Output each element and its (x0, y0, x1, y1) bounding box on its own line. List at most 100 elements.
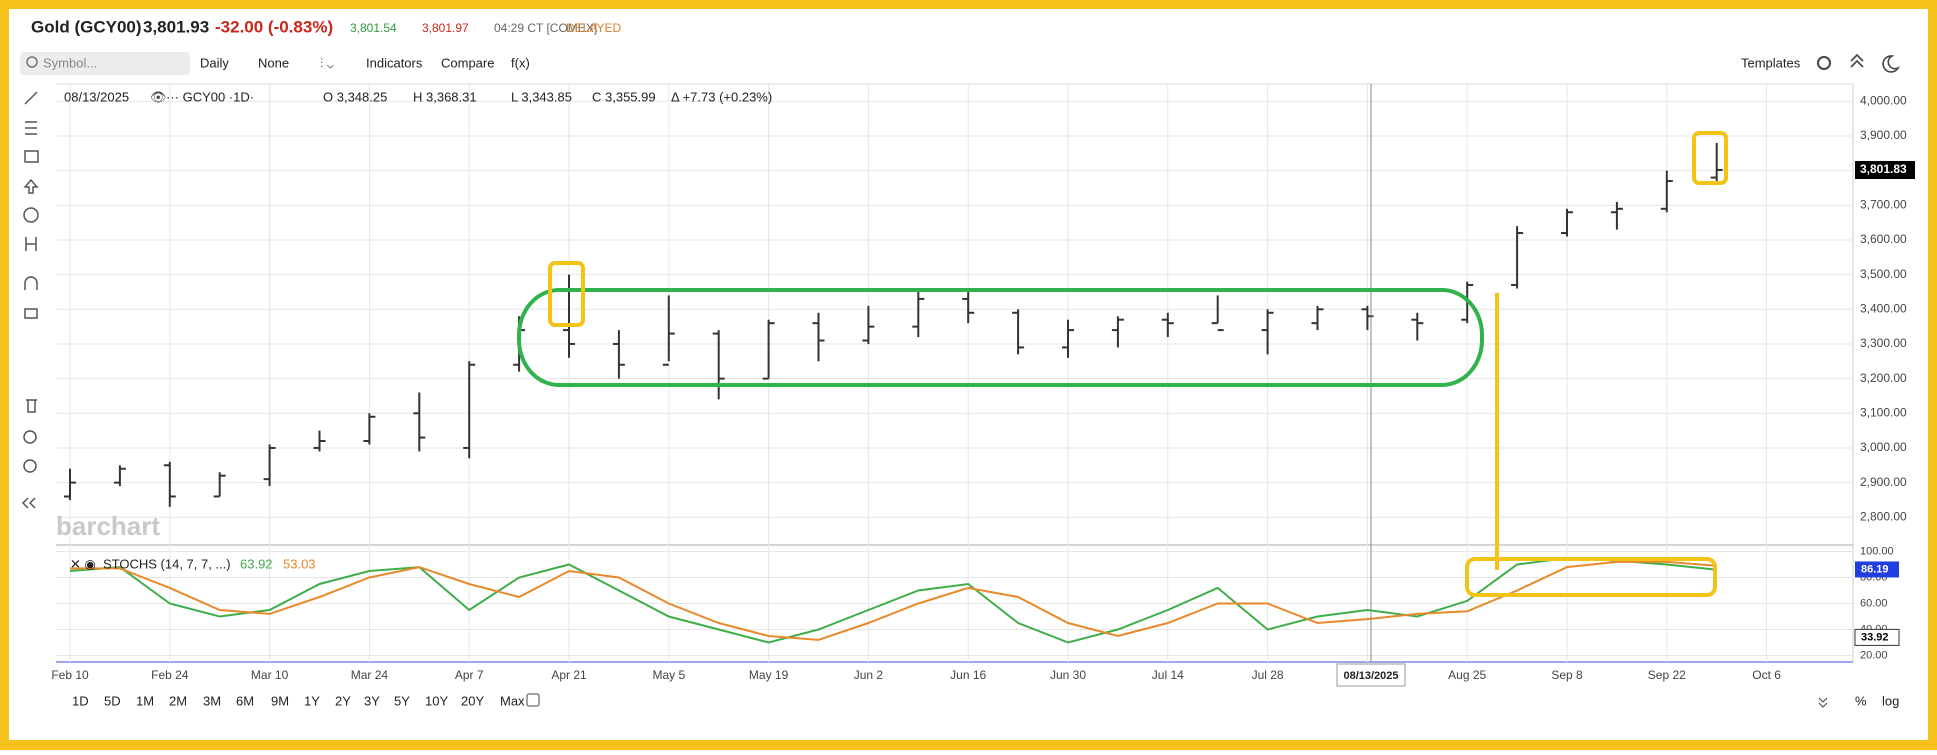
x-tick-label: Oct 6 (1752, 668, 1781, 682)
stoch-d-readout: 53.03 (283, 556, 316, 571)
scale-option[interactable]: log (1882, 693, 1899, 708)
legend-item: L 3,343.85 (511, 89, 572, 104)
x-tick-label: Mar 24 (351, 668, 389, 682)
range-button[interactable]: 1M (136, 693, 154, 708)
y-tick-label: 3,400.00 (1860, 301, 1907, 315)
y-tick-label: 4,000.00 (1860, 94, 1907, 108)
compare-button[interactable]: Compare (441, 55, 494, 70)
x-tick-label: Sep 22 (1648, 668, 1686, 682)
fx-button[interactable]: f(x) (511, 55, 530, 70)
range-button[interactable]: 9M (271, 693, 289, 708)
watermark: barchart (56, 511, 160, 541)
measure-tool[interactable] (25, 237, 37, 251)
range-button[interactable]: 5Y (394, 693, 410, 708)
indicator-badge (1854, 628, 1900, 646)
annotations (517, 131, 1728, 597)
search-icon (26, 56, 38, 68)
x-tick-label: Feb 24 (151, 668, 189, 682)
stoch-title: STOCHS (14, 7, 7, ...) (103, 556, 231, 571)
range-button[interactable]: 6M (236, 693, 254, 708)
x-tick-label: Aug 25 (1448, 668, 1486, 682)
range-button[interactable]: 2Y (335, 693, 351, 708)
legend-date: 08/13/2025 (64, 89, 129, 104)
y-tick-label: 3,500.00 (1860, 267, 1907, 281)
theme-icon[interactable] (1882, 55, 1901, 73)
y-tick-label: 60.00 (1860, 597, 1888, 609)
crosshair-label-box (1336, 663, 1406, 687)
range-button[interactable]: 2M (169, 693, 187, 708)
last-price: 3,801.93 (143, 17, 209, 36)
legend-item: H 3,368.31 (413, 89, 477, 104)
range-button[interactable]: 3M (203, 693, 221, 708)
range-button[interactable]: 3Y (364, 693, 380, 708)
y-tick-label: 3,300.00 (1860, 336, 1907, 350)
range-button[interactable]: 1Y (304, 693, 320, 708)
arrow-tool[interactable] (23, 178, 39, 194)
overlay-menu[interactable]: None (258, 55, 289, 70)
range-button[interactable]: Max (500, 693, 525, 708)
delayed-status: DELAYED (566, 21, 621, 35)
y-tick-label: 3,200.00 (1860, 371, 1907, 385)
y-tick-label: 3,000.00 (1860, 440, 1907, 454)
y-tick-label: 2,900.00 (1860, 475, 1907, 489)
delete-tool[interactable] (26, 399, 37, 413)
zoom-out-tool[interactable] (23, 459, 37, 473)
x-tick-label: Jun 2 (854, 668, 884, 682)
chart-type-menu[interactable]: ⫶ ⌄ (320, 55, 334, 70)
zoom-in-tool[interactable] (23, 430, 37, 444)
last-price-label: 3,801.83 (1860, 162, 1907, 176)
x-tick-label: Jul 28 (1252, 668, 1284, 682)
range-button[interactable]: 20Y (461, 693, 484, 708)
legend-item: Δ +7.73 (+0.23%) (671, 89, 772, 104)
legend-item: C 3,355.99 (592, 89, 656, 104)
stoch-k-readout: 63.92 (240, 556, 273, 571)
drawing-tools (21, 91, 39, 509)
magnet-tool[interactable] (24, 276, 38, 290)
x-tick-label: May 5 (652, 668, 685, 682)
indicator-badge-label: 86.19 (1861, 563, 1889, 575)
x-tick-label: Mar 10 (251, 668, 289, 682)
settings-icon[interactable] (1817, 56, 1831, 70)
highlight-box (548, 261, 585, 327)
range-button[interactable]: 1D (72, 693, 89, 708)
legend-symbol: ··· GCY00 ·1D· (166, 89, 254, 104)
quote-time: 04:29 CT [COMEX] (494, 21, 597, 35)
symbol-search[interactable] (20, 52, 190, 75)
interval-menu[interactable]: Daily (200, 55, 229, 70)
x-tick-label: May 19 (749, 668, 789, 682)
x-tick-label: Apr 7 (455, 668, 484, 682)
y-tick-label: 100.00 (1860, 545, 1894, 557)
calendar-icon[interactable] (526, 693, 540, 707)
y-tick-label: 3,600.00 (1860, 232, 1907, 246)
trendline-tool[interactable] (24, 91, 38, 105)
indicators-button[interactable]: Indicators (366, 55, 423, 70)
search-placeholder[interactable]: Symbol... (43, 55, 97, 70)
range-button[interactable]: 5D (104, 693, 121, 708)
collapse-icon[interactable] (1850, 53, 1864, 68)
x-tick-label: Jul 14 (1152, 668, 1184, 682)
counter-tool[interactable] (23, 207, 39, 223)
expand-icon[interactable] (1818, 697, 1828, 708)
close-indicator[interactable]: ✕ ◉ (70, 556, 96, 571)
highlight-box (1692, 131, 1728, 185)
collapse-tools[interactable] (21, 497, 36, 509)
range-button[interactable]: 10Y (425, 693, 448, 708)
scale-option[interactable]: % (1855, 693, 1867, 708)
last-price-badge (1855, 161, 1915, 180)
y-tick-label: 20.00 (1860, 649, 1888, 661)
fib-tool[interactable] (25, 121, 37, 135)
stoch-line (70, 560, 1717, 641)
x-tick-label: Apr 21 (551, 668, 587, 682)
legend-item: O 3,348.25 (323, 89, 387, 104)
templates-button[interactable]: Templates (1741, 55, 1801, 70)
y-tick-label: 3,700.00 (1860, 197, 1907, 211)
shape-tool[interactable] (24, 150, 39, 163)
plot-area: Feb 10 Feb 24 Mar 10 Mar 24 Apr 7 Apr 21 May 5… (51, 84, 1915, 682)
visibility-icon[interactable]: 👁 (150, 89, 167, 104)
crosshair-date: 08/13/2025 (1343, 670, 1398, 682)
x-tick-label: Sep 8 (1551, 668, 1583, 682)
indicator-badge-label: 33.92 (1861, 631, 1889, 643)
lock-tool[interactable] (24, 308, 38, 319)
